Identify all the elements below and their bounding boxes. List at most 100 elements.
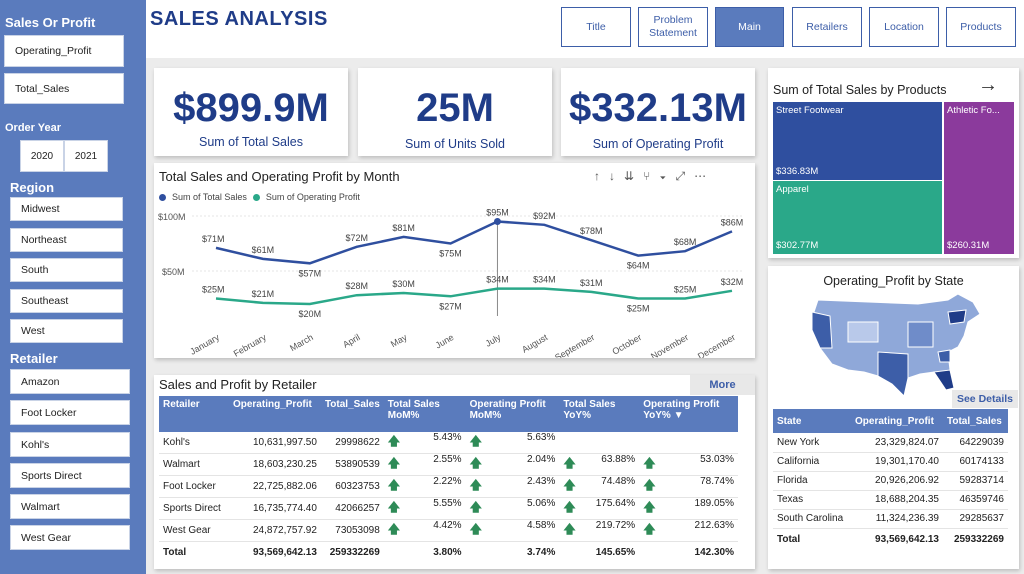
cell-state: South Carolina [773,509,851,529]
expand-level-icon[interactable]: ⇊ [624,169,644,183]
col-total-sales[interactable]: Total_Sales [320,396,384,432]
more-options-icon[interactable]: ⋯ [694,169,716,183]
table-row[interactable]: Texas 18,688,204.35 46359746 [773,490,1008,510]
measure-option-operating-profit[interactable]: Operating_Profit [4,35,124,67]
table-row[interactable]: Walmart 18,603,230.25 53890539 🡅 2.55% 🡅 2.04%… [159,453,738,476]
retailer-kohls[interactable]: Kohl's [10,432,130,457]
see-details-button[interactable]: See Details [952,390,1018,408]
region-west[interactable]: West [10,319,123,343]
nav-products-button[interactable]: Products [946,7,1016,47]
col-operating-profit[interactable]: Operating_Profit [228,396,321,432]
kpi-card-total-sales: $899.9M Sum of Total Sales [154,68,348,156]
map-title: Operating_Profit by State [823,274,964,288]
region-southeast[interactable]: Southeast [10,289,123,313]
series-line-profit[interactable] [215,287,733,306]
cell-value: 5.06% [527,498,556,509]
treemap-tile-street-footwear[interactable]: Street Footwear $336.83M [773,102,942,180]
cell-value: 3.74% [527,547,556,559]
table-row[interactable]: Kohl's 10,631,997.50 29998622 🡅 5.43% 🡅 5.63% [159,432,738,454]
us-map-icon[interactable] [808,292,988,402]
col-total-sales[interactable]: Total_Sales [943,409,1008,433]
table-row[interactable]: New York 23,329,824.07 64229039 [773,433,1008,453]
col-operating-profit-yoy[interactable]: Operating Profit YoY% ▼ [639,396,738,432]
nav-title-button[interactable]: Title [561,7,631,47]
drill-arrow-icon[interactable]: → [978,74,998,96]
col-operating-profit-mom[interactable]: Operating Profit MoM% [465,396,560,432]
cell-value: Sports Direct [163,503,221,514]
trend-up-icon: 🡅 [563,478,576,492]
cell-operating-profit: 20,926,206.92 [851,471,943,491]
more-button[interactable]: More [690,375,755,395]
cell-value: 18,603,230.25 [252,459,317,470]
kpi-value: 25M [416,86,494,130]
table-row[interactable]: West Gear 24,872,757.92 73053098 🡅 4.42% 🡅 4.5… [159,519,738,542]
cell-operating-profit: 16,735,774.40 [228,497,321,520]
region-south[interactable]: South [10,258,123,282]
retailer-sports-direct[interactable]: Sports Direct [10,463,130,488]
cell-value: 3.80% [433,547,462,559]
retailer-walmart[interactable]: Walmart [10,494,130,519]
data-label: $78M [580,226,603,236]
focus-mode-icon[interactable]: ⤢ [675,169,695,183]
table-row[interactable]: Foot Locker 22,725,882.06 60323753 🡅 2.22% 🡅 2… [159,475,738,498]
tile-value: $260.31M [947,240,990,251]
data-label: $72M [345,233,368,243]
cell-total-sales-yoy: 🡅 219.72% [559,519,640,542]
drill-up-icon[interactable]: ↑ [594,169,609,183]
cell-value: 16,735,774.40 [252,503,317,514]
data-label: $25M [674,285,697,295]
col-operating-profit[interactable]: Operating_Profit [851,409,943,433]
col-operating-profit-yoy-label: Operating Profit YoY% [643,399,720,421]
drill-down-icon[interactable]: ↓ [609,169,624,183]
col-total-sales-yoy[interactable]: Total Sales YoY% [559,396,640,432]
retailer-foot-locker[interactable]: Foot Locker [10,400,130,425]
cell-total-sales: 60174133 [943,452,1008,472]
cell-total-sales-yoy: 🡅 175.64% [559,497,640,520]
hover-point[interactable] [493,218,501,225]
measure-option-total-sales[interactable]: Total_Sales [4,73,124,104]
table-row[interactable]: Florida 20,926,206.92 59283714 [773,471,1008,491]
cell-value: 24,872,757.92 [252,525,317,536]
year-2021-button[interactable]: 2021 [64,140,108,172]
cell-total-total-sales-yoy: 145.65% [559,541,640,564]
cell-total-sales: 60323753 [320,475,384,498]
cell-operating-profit-yoy: 🡅 189.05% [639,497,738,520]
nav-main-button[interactable]: Main [715,7,784,47]
legend-label-sales: Sum of Total Sales [172,192,247,202]
cell-value: 2.55% [433,454,462,465]
retailer-west-gear[interactable]: West Gear [10,525,130,550]
region-midwest[interactable]: Midwest [10,197,123,221]
table-row[interactable]: South Carolina 11,324,236.39 29285637 [773,509,1008,529]
hierarchy-icon[interactable]: ⑂ [643,169,660,183]
col-retailer[interactable]: Retailer [159,396,229,432]
retailer-amazon[interactable]: Amazon [10,369,130,394]
data-label: $75M [439,249,462,259]
region-northeast[interactable]: Northeast [10,228,123,252]
data-label: $20M [299,309,322,319]
y-tick-50: $50M [162,267,185,277]
year-2020-button[interactable]: 2020 [20,140,64,172]
col-total-sales-mom[interactable]: Total Sales MoM% [383,396,466,432]
cell-operating-profit: 19,301,170.40 [851,452,943,472]
cell-value: 189.05% [694,498,734,509]
nav-retailers-button[interactable]: Retailers [792,7,862,47]
cell-retailer: Kohl's [159,432,229,454]
treemap-tile-apparel[interactable]: Apparel $302.77M [773,181,942,254]
kpi-label: Sum of Units Sold [404,137,506,151]
cell-total-sales: 46359746 [943,490,1008,510]
filter-icon[interactable]: ⏷ [659,169,676,183]
trend-up-icon: 🡅 [387,434,401,448]
col-state[interactable]: State [773,409,851,433]
nav-problem-statement-button[interactable]: Problem Statement [638,7,708,47]
treemap-tile-athletic-footwear[interactable]: Athletic Fo... $260.31M [944,102,1014,254]
cell-total-sales-mom: 🡅 5.55% [383,497,466,520]
nav-location-button[interactable]: Location [869,7,939,47]
cell-operating-profit-mom: 🡅 5.63% [465,432,560,454]
cell-value: 22,725,882.06 [252,481,317,492]
cell-operating-profit: 18,688,204.35 [851,490,943,510]
cell-total-total-sales: 259332269 [320,541,384,564]
x-tick-label: December [696,332,737,358]
series-line-sales[interactable] [215,220,733,265]
table-row[interactable]: Sports Direct 16,735,774.40 42066257 🡅 5.55%… [159,497,738,520]
table-row[interactable]: California 19,301,170.40 60174133 [773,452,1008,472]
